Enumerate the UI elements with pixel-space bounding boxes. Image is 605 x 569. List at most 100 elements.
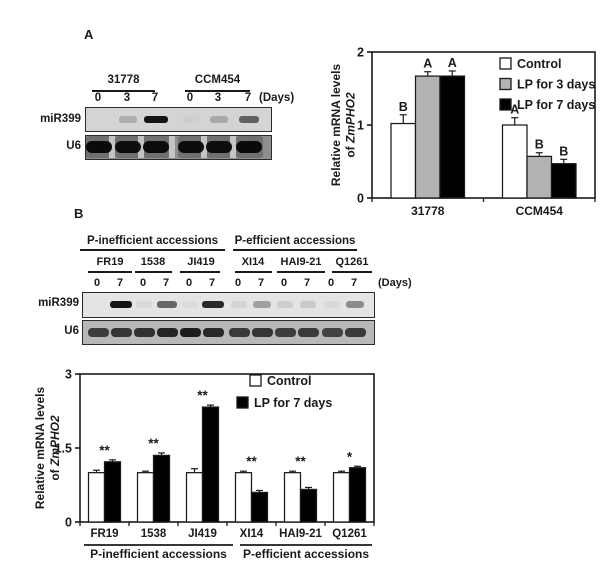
legend-label: LP for 7 days — [254, 396, 332, 410]
bar-JI419-control — [185, 472, 204, 523]
gel-b-mir399-band — [136, 301, 152, 308]
group-label: P-inefficient accessions — [90, 547, 227, 561]
x-category-label: XI14 — [240, 528, 264, 540]
gel-b-supergroup-underline — [80, 249, 225, 251]
bar-FR19-control — [87, 472, 106, 523]
gel-b-u6-band — [274, 328, 296, 337]
gel-b-u6-band — [251, 328, 273, 337]
gel-b-accession-name: Q1261 — [335, 256, 369, 268]
bar-31778-lp-for-7-days — [439, 75, 466, 199]
gel-b-accession-underline — [332, 271, 372, 273]
gel-a-group-name: 31778 — [107, 74, 140, 86]
gel-b-mir399-band — [157, 301, 177, 308]
gel-b-u6-band — [321, 328, 343, 337]
legend-label: LP for 7 days — [517, 98, 595, 112]
gel-b-lane-day-label: 0 — [234, 277, 242, 289]
gel-b-row-label-u6: U6 — [64, 325, 79, 337]
gel-b-u6-band — [344, 328, 366, 337]
gel-b-accession-underline — [135, 271, 172, 273]
gel-b-mir399-band — [300, 301, 316, 308]
gel-b-row-label-mir399: miR399 — [38, 297, 79, 309]
gel-a-group-underline — [185, 90, 250, 92]
gel-a-lane-day-label: 3 — [123, 92, 131, 104]
gel-b-lane-day-label: 0 — [327, 277, 335, 289]
significance-mark: ** — [99, 443, 110, 458]
gel-b-lane-day-label: 7 — [208, 277, 216, 289]
gel-a-lane-day-label: 7 — [244, 92, 252, 104]
gel-b-supergroup-name: P-efficient accessions — [234, 235, 356, 247]
gel-a-mir399-band — [144, 116, 168, 123]
gel-a-u6-band — [178, 141, 204, 153]
gel-b-lane-day-label: 0 — [93, 277, 101, 289]
gel-a-u6-lane-gap — [169, 136, 175, 158]
gel-b-u6-band — [179, 328, 201, 337]
legend-swatch — [499, 57, 512, 70]
bar-1538-lp-for-7-days — [152, 454, 171, 523]
bar-HAI9-21-control — [283, 472, 302, 523]
gel-b-mir399-band — [231, 301, 247, 308]
gel-b-u6-band — [156, 328, 178, 337]
gel-b-supergroup-name: P-inefficient accessions — [86, 235, 219, 247]
bar-1538-control — [136, 472, 155, 523]
gel-b-u6-blot — [82, 320, 375, 345]
gel-a-u6-band — [206, 141, 232, 153]
gel-a-u6-band — [143, 141, 169, 153]
gel-a-u6-band — [115, 141, 141, 153]
x-category-label: JI419 — [188, 528, 217, 540]
y-tick-label: 3 — [65, 368, 72, 382]
gel-b-mir399-band — [182, 301, 198, 308]
gel-a-group-name: CCM454 — [194, 74, 241, 86]
gel-a-lane-day-label: 7 — [151, 92, 159, 104]
gel-b-lane-day-label: 7 — [350, 277, 358, 289]
significance-mark: ** — [295, 454, 306, 469]
gel-b-u6-band — [133, 328, 155, 337]
y-tick-label: 0 — [65, 516, 72, 530]
significance-mark: ** — [148, 436, 159, 451]
bar-Q1261-lp-for-7-days — [348, 467, 367, 523]
gel-b-supergroup-underline — [233, 249, 357, 251]
x-category-label: FR19 — [90, 528, 118, 540]
panel-a-label: A — [84, 27, 94, 42]
gel-b-accession-name: JI419 — [187, 256, 215, 268]
gel-b-lane-day-label: 0 — [280, 277, 288, 289]
legend-swatch — [499, 98, 512, 111]
x-category-label: CCM454 — [516, 204, 564, 218]
bar-CCM454-lp-for-7-days — [550, 163, 577, 199]
significance-letter: B — [535, 138, 544, 152]
y-axis-title-line2: of ZmPHO2 — [48, 415, 62, 481]
gel-b-u6-band — [110, 328, 132, 337]
significance-mark: ** — [197, 388, 208, 403]
group-label: P-efficient accessions — [243, 547, 369, 561]
gel-a-mir399-band — [210, 116, 228, 123]
bar-XI14-lp-for-7-days — [250, 491, 269, 523]
gel-b-mir399-band — [110, 301, 132, 308]
gel-b-accession-name: 1538 — [140, 256, 166, 268]
gel-b-mir399-band — [202, 301, 224, 308]
legend-label: Control — [517, 57, 561, 71]
x-category-label: 31778 — [411, 204, 445, 218]
gel-b-u6-band — [228, 328, 250, 337]
gel-b-lane-day-label: 0 — [139, 277, 147, 289]
gel-b-accession-name: XI14 — [241, 256, 265, 268]
y-axis-title-line1: Relative mRNA levels — [33, 387, 47, 510]
gel-b-accession-name: HAI9-21 — [280, 256, 322, 268]
legend-swatch — [499, 77, 512, 91]
gel-b-accession-underline — [180, 271, 220, 273]
gel-b-accession-underline — [88, 271, 132, 273]
gel-a-row-label-mir399: miR399 — [40, 113, 81, 125]
gel-a-u6-band — [86, 141, 112, 153]
bar-31778-control — [390, 122, 417, 199]
y-tick-label: 0 — [357, 192, 364, 206]
gel-b-accession-underline — [235, 271, 272, 273]
gel-b-u6-band — [87, 328, 109, 337]
gel-a-group-underline — [92, 90, 155, 92]
y-tick-label: 1.5 — [55, 442, 72, 456]
significance-letter: A — [448, 56, 457, 70]
panel-b-bar-chart: 0 1.5 3 ** FR19 ** 1538 ** JI419 ** XI14 ** HAI9-21 *… — [33, 368, 375, 561]
gel-b-lane-day-label: 7 — [116, 277, 124, 289]
gel-a-mir399-blot — [85, 107, 272, 132]
gel-a-mir399-band — [119, 116, 137, 123]
gel-b-lane-day-label: 0 — [185, 277, 193, 289]
